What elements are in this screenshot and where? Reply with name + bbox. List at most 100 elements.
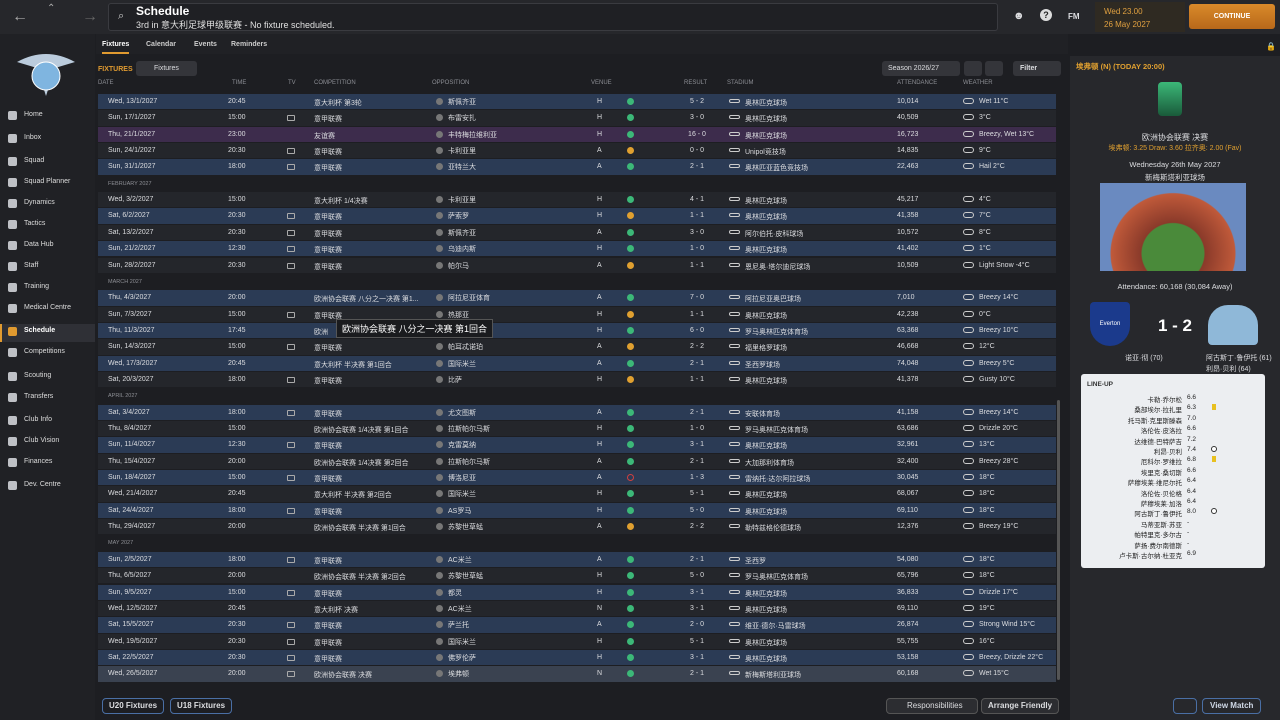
- fixture-row[interactable]: [98, 94, 1056, 110]
- nav-icon[interactable]: [8, 327, 17, 336]
- nav-item[interactable]: Data Hub: [24, 241, 54, 248]
- continue-button[interactable]: CONTINUE: [1189, 4, 1275, 29]
- fixture-row[interactable]: [98, 453, 1056, 470]
- fixture-row[interactable]: [98, 584, 1056, 600]
- nav-icon[interactable]: [8, 437, 17, 446]
- arrange-button[interactable]: Arrange Friendly: [981, 698, 1060, 714]
- nav-item[interactable]: Squad: [24, 157, 45, 164]
- nav-item[interactable]: Transfers: [24, 393, 54, 400]
- tab[interactable]: Fixtures: [102, 41, 130, 54]
- nav-icon[interactable]: [8, 111, 17, 120]
- nav-icon[interactable]: [8, 283, 17, 292]
- fixture-row[interactable]: [98, 551, 1056, 568]
- fixture-row[interactable]: [98, 126, 1056, 143]
- nav-icon[interactable]: [8, 241, 17, 250]
- nav-item[interactable]: Club Info: [24, 416, 53, 423]
- nav-icon[interactable]: [8, 304, 17, 313]
- nav-item[interactable]: Finances: [24, 458, 53, 465]
- back-button[interactable]: ←: [12, 8, 28, 25]
- season-dropdown[interactable]: Season 2026/27: [882, 61, 960, 76]
- fixture-row[interactable]: [98, 159, 1056, 175]
- nav-item[interactable]: Staff: [24, 262, 39, 269]
- fixture-row[interactable]: [98, 208, 1056, 224]
- nav-icon[interactable]: [8, 481, 17, 490]
- column-header[interactable]: STADIUM: [727, 80, 754, 86]
- nav-item[interactable]: Dynamics: [24, 199, 55, 206]
- nav-icon[interactable]: [8, 199, 17, 208]
- fixture-row[interactable]: [98, 617, 1056, 633]
- fixture-row[interactable]: [98, 257, 1056, 273]
- fixture-row[interactable]: [98, 486, 1056, 502]
- fixture-row[interactable]: [98, 339, 1056, 355]
- fixture-row[interactable]: [98, 371, 1056, 388]
- u20-button[interactable]: U20 Fixtures: [102, 698, 165, 714]
- up-button[interactable]: ⌃: [47, 3, 56, 14]
- column-header[interactable]: DATE: [98, 80, 114, 86]
- column-header[interactable]: RESULT: [684, 80, 708, 86]
- fixture-row[interactable]: [98, 568, 1056, 584]
- column-header[interactable]: TV: [288, 80, 296, 86]
- tab[interactable]: Calendar: [146, 41, 176, 48]
- nav-item[interactable]: Schedule: [24, 327, 56, 334]
- nav-icon[interactable]: [8, 134, 17, 143]
- fixture-row[interactable]: [98, 519, 1056, 535]
- fixture-row[interactable]: [98, 437, 1056, 453]
- nav-icon[interactable]: [8, 416, 17, 425]
- nav-icon[interactable]: [8, 393, 17, 402]
- fixture-row[interactable]: [98, 600, 1056, 617]
- responsibilities-button[interactable]: Responsibilities: [886, 698, 978, 714]
- fixture-row[interactable]: [98, 421, 1056, 437]
- fixture-row[interactable]: [98, 666, 1056, 682]
- fixture-row[interactable]: [98, 224, 1056, 241]
- fixture-row[interactable]: [98, 649, 1056, 666]
- nav-item[interactable]: Scouting: [24, 372, 52, 379]
- nav-icon[interactable]: [8, 220, 17, 229]
- tab[interactable]: Events: [194, 41, 217, 48]
- fixture-row[interactable]: [98, 502, 1056, 519]
- column-header[interactable]: TIME: [232, 80, 247, 86]
- nav-icon[interactable]: [8, 348, 17, 357]
- search-icon[interactable]: ⌕: [118, 10, 125, 22]
- fixture-row[interactable]: [98, 306, 1056, 322]
- column-header[interactable]: WEATHER: [963, 80, 993, 86]
- fixture-row[interactable]: [98, 355, 1056, 371]
- prev-match-button[interactable]: [1173, 698, 1197, 714]
- column-header[interactable]: ATTENDANCE: [897, 80, 938, 86]
- nav-icon[interactable]: [8, 157, 17, 166]
- nav-item[interactable]: Inbox: [24, 134, 42, 141]
- nav-item[interactable]: Competitions: [24, 348, 65, 355]
- nav-item[interactable]: Club Vision: [24, 437, 60, 444]
- prev-button[interactable]: [964, 61, 982, 76]
- nav-icon[interactable]: [8, 458, 17, 467]
- view-dropdown[interactable]: Fixtures: [136, 61, 197, 76]
- nav-icon[interactable]: [8, 372, 17, 381]
- filter-dropdown[interactable]: Filter: [1013, 61, 1061, 76]
- view-match-button[interactable]: View Match: [1202, 698, 1262, 714]
- column-header[interactable]: VENUE: [591, 80, 612, 86]
- column-header[interactable]: COMPETITION: [314, 80, 356, 86]
- nav-item[interactable]: Tactics: [24, 220, 46, 227]
- nav-item[interactable]: Squad Planner: [24, 178, 71, 185]
- nav-icon[interactable]: [8, 262, 17, 271]
- next-button[interactable]: [985, 61, 1003, 76]
- fm-menu[interactable]: FM: [1068, 12, 1080, 21]
- fixture-row[interactable]: [98, 470, 1056, 486]
- fixture-row[interactable]: [98, 192, 1056, 208]
- u18-button[interactable]: U18 Fixtures: [170, 698, 233, 714]
- nav-item[interactable]: Training: [24, 283, 50, 290]
- fixture-row[interactable]: [98, 404, 1056, 420]
- forward-button[interactable]: →: [82, 8, 98, 25]
- nav-icon[interactable]: [8, 178, 17, 187]
- nav-item[interactable]: Medical Centre: [24, 304, 72, 311]
- icon[interactable]: ☻: [1013, 10, 1025, 22]
- fixture-row[interactable]: [98, 110, 1056, 126]
- tab[interactable]: Reminders: [231, 41, 268, 48]
- lock-icon[interactable]: 🔒: [1266, 42, 1276, 51]
- nav-item[interactable]: Dev. Centre: [24, 481, 61, 488]
- fixture-row[interactable]: [98, 633, 1056, 649]
- help-icon[interactable]: ?: [1040, 9, 1052, 21]
- fixture-row[interactable]: [98, 290, 1056, 306]
- nav-item[interactable]: Home: [24, 111, 43, 118]
- fixture-row[interactable]: [98, 241, 1056, 257]
- column-header[interactable]: OPPOSITION: [432, 80, 470, 86]
